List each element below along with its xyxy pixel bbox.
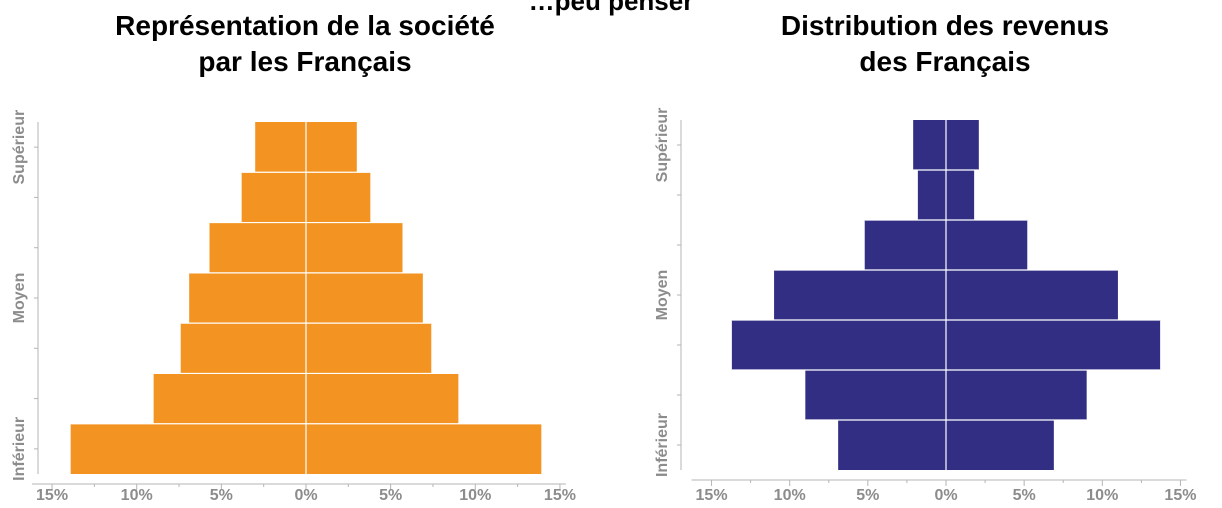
x-tick-label: 5% (856, 487, 879, 504)
chart-title-left-line2: par les Français (198, 46, 412, 77)
main-title: …peu penser (528, 0, 694, 16)
x-tick-label: 10% (121, 487, 153, 504)
x-tick-label: 10% (774, 487, 806, 504)
x-tick-label: 5% (1013, 487, 1036, 504)
x-tick-label: 10% (459, 487, 491, 504)
y-category-label: Supérieur (11, 110, 28, 185)
y-category-label: Inférieur (654, 413, 671, 477)
x-tick-label: 15% (696, 487, 728, 504)
x-tick-label: 15% (1164, 487, 1196, 504)
x-tick-label: 5% (210, 487, 233, 504)
x-tick-label: 15% (544, 487, 576, 504)
chart-title-left: Représentation de la société par les Fra… (0, 8, 610, 80)
y-category-label: Inférieur (11, 417, 28, 481)
x-tick-label: 5% (379, 487, 402, 504)
y-category-label: Moyen (654, 270, 671, 321)
chart-title-right: Distribution des revenus des Français (640, 8, 1222, 80)
chart-title-left-line1: Représentation de la société (115, 10, 495, 41)
x-tick-label: 10% (1086, 487, 1118, 504)
x-tick-label: 0% (934, 487, 957, 504)
y-category-label: Moyen (11, 273, 28, 324)
chart-title-right-line2: des Français (859, 46, 1031, 77)
x-tick-label: 15% (36, 487, 68, 504)
chart-title-right-line1: Distribution des revenus (780, 10, 1110, 41)
x-tick-label: 0% (294, 487, 317, 504)
y-category-label: Supérieur (654, 108, 671, 183)
